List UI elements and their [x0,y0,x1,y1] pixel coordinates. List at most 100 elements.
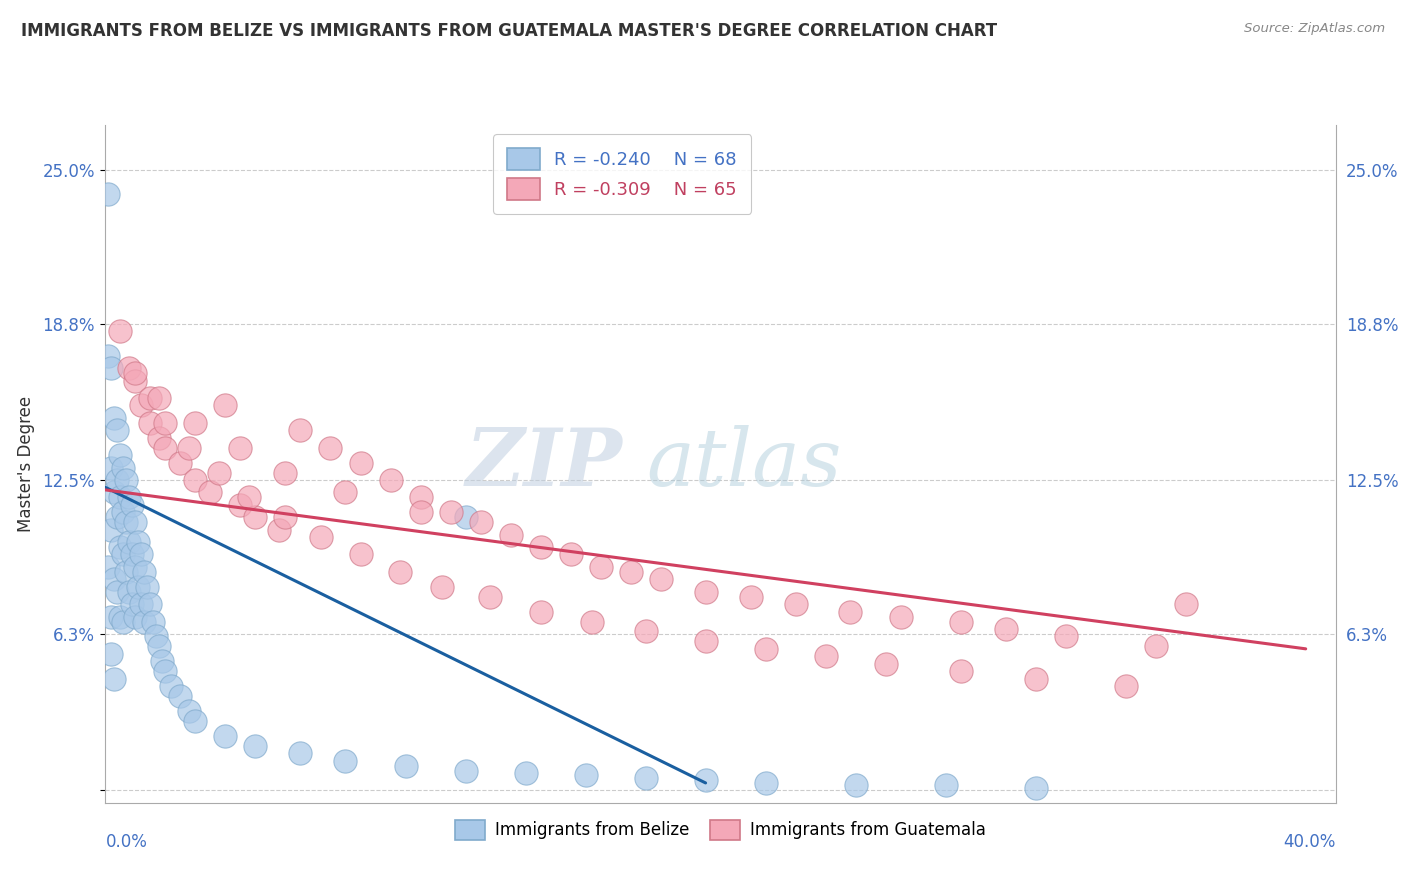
Point [118,491,141,505]
Point [107,584,129,599]
Point [118,584,141,599]
Point [1025,780,1047,795]
Point [634,771,657,785]
Point [121,548,143,562]
Point [124,374,146,388]
Point [155,664,177,678]
Point [103,410,125,425]
Point [274,466,297,480]
Point [179,704,201,718]
Point [335,485,357,500]
Legend: Immigrants from Belize, Immigrants from Guatemala: Immigrants from Belize, Immigrants from … [446,810,995,850]
Point [875,657,897,671]
Point [935,779,957,793]
Point [107,510,129,524]
Point [115,473,138,487]
Point [994,622,1017,636]
Point [115,565,138,579]
Point [470,515,492,529]
Point [454,510,477,524]
Point [134,615,156,629]
Point [890,609,912,624]
Point [229,441,252,455]
Point [454,764,477,778]
Point [349,548,371,562]
Point [148,431,170,445]
Point [650,572,672,586]
Text: IMMIGRANTS FROM BELIZE VS IMMIGRANTS FROM GUATEMALA MASTER'S DEGREE CORRELATION : IMMIGRANTS FROM BELIZE VS IMMIGRANTS FRO… [21,22,997,40]
Point [529,540,551,554]
Point [103,485,125,500]
Point [499,527,522,541]
Point [214,729,236,743]
Text: atlas: atlas [647,425,842,502]
Point [695,773,717,788]
Point [949,615,972,629]
Point [845,779,868,793]
Point [124,609,146,624]
Point [695,584,717,599]
Point [439,505,461,519]
Text: 40.0%: 40.0% [1284,833,1336,851]
Point [838,605,860,619]
Point [581,615,603,629]
Point [589,560,612,574]
Point [131,597,153,611]
Point [121,498,143,512]
Point [949,664,972,678]
Point [269,523,291,537]
Point [136,580,159,594]
Point [169,456,191,470]
Point [208,466,231,480]
Point [619,565,641,579]
Point [245,510,267,524]
Point [169,689,191,703]
Point [139,416,162,430]
Point [380,473,402,487]
Point [124,515,146,529]
Point [335,754,357,768]
Point [121,597,143,611]
Point [319,441,342,455]
Point [430,580,453,594]
Point [409,505,432,519]
Point [290,746,312,760]
Point [103,672,125,686]
Point [160,679,183,693]
Point [139,597,162,611]
Text: 0.0%: 0.0% [105,833,148,851]
Point [110,324,132,338]
Point [148,391,170,405]
Point [110,609,132,624]
Point [134,565,156,579]
Point [184,473,207,487]
Text: Source: ZipAtlas.com: Source: ZipAtlas.com [1244,22,1385,36]
Point [131,548,153,562]
Point [184,714,207,728]
Point [515,766,537,780]
Point [740,590,762,604]
Point [274,510,297,524]
Point [238,491,260,505]
Point [1054,629,1077,643]
Point [100,523,122,537]
Point [229,498,252,512]
Point [100,460,122,475]
Point [107,473,129,487]
Point [1025,672,1047,686]
Point [100,609,122,624]
Point [814,649,837,664]
Point [695,634,717,648]
Point [131,399,153,413]
Point [245,739,267,753]
Point [560,548,582,562]
Point [200,485,222,500]
Point [107,423,129,437]
Point [1115,679,1137,693]
Point [124,366,146,380]
Point [755,776,778,790]
Point [394,758,416,772]
Point [1174,597,1197,611]
Point [100,647,122,661]
Y-axis label: Master's Degree: Master's Degree [17,396,35,532]
